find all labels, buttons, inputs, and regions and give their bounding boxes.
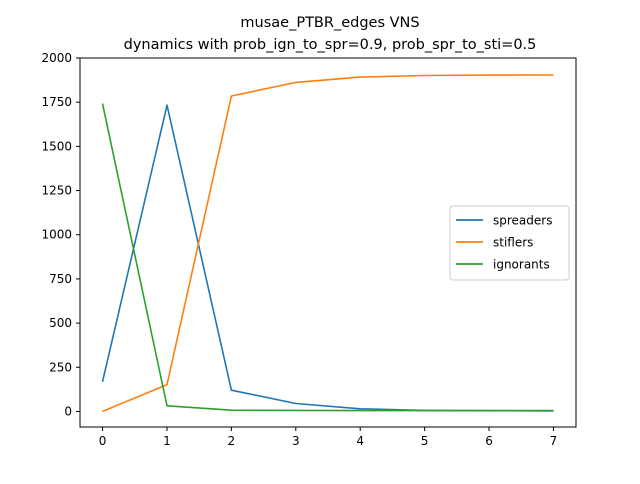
legend-label-ignorants: ignorants xyxy=(493,258,550,272)
chart-subtitle: dynamics with prob_ign_to_spr=0.9, prob_… xyxy=(124,37,537,53)
legend-label-stiflers: stiflers xyxy=(493,236,533,250)
legend-label-spreaders: spreaders xyxy=(493,214,552,228)
y-axis: 0 250 500 750 1000 1250 1500 1750 2000 xyxy=(41,51,80,418)
y-tick-label: 250 xyxy=(49,360,72,374)
x-tick-label: 1 xyxy=(163,434,171,448)
chart-title: musae_PTBR_edges VNS xyxy=(240,15,419,31)
x-tick-label: 2 xyxy=(228,434,236,448)
series-line-stiflers xyxy=(102,74,554,413)
y-tick-label: 500 xyxy=(49,316,72,330)
x-tick-label: 3 xyxy=(292,434,300,448)
y-tick-label: 750 xyxy=(49,272,72,286)
series-line-ignorants xyxy=(101,103,554,412)
plot-lines xyxy=(101,74,554,413)
x-tick-label: 7 xyxy=(550,434,558,448)
x-axis: 0 1 2 3 4 5 6 7 xyxy=(99,427,558,448)
y-tick-label: 2000 xyxy=(41,51,72,65)
y-tick-label: 1250 xyxy=(41,184,72,198)
x-tick-label: 0 xyxy=(99,434,107,448)
plot-frame xyxy=(79,57,577,428)
x-tick-label: 5 xyxy=(421,434,429,448)
legend: spreaders stiflers ignorants xyxy=(449,205,570,281)
y-tick-label: 1750 xyxy=(41,95,72,109)
x-tick-label: 6 xyxy=(485,434,493,448)
y-tick-label: 1000 xyxy=(41,228,72,242)
y-tick-label: 1500 xyxy=(41,139,72,153)
x-tick-label: 4 xyxy=(356,434,364,448)
y-tick-label: 0 xyxy=(64,404,72,418)
legend-box xyxy=(449,205,570,281)
